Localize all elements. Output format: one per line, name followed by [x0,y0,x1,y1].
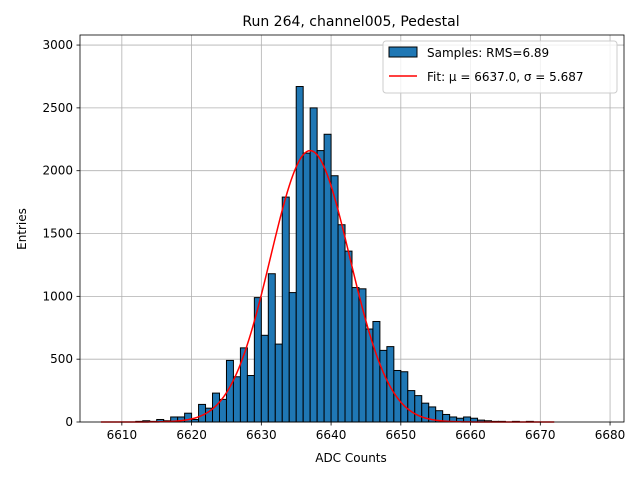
histogram-bar [288,292,297,423]
histogram-bar [344,250,353,423]
y-tick-label: 0 [65,415,73,429]
histogram-bar [232,376,241,423]
y-axis-label: Entries [15,208,29,250]
x-tick-label: 6650 [386,428,417,442]
grid [80,35,624,423]
y-tick-label: 2000 [42,164,73,178]
chart-title: Run 264, channel005, Pedestal [242,14,459,30]
histogram-bar [330,175,339,423]
legend-box [382,40,618,94]
histogram-bar [372,320,381,423]
histogram-bar [414,395,423,423]
x-tick-label: 6610 [107,428,138,442]
x-tick-label: 6640 [316,428,347,442]
y-tick-label: 1000 [42,289,73,303]
histogram-bar [386,346,395,423]
histogram-bar [351,287,360,423]
x-axis-ticks: 6610 6620 6630 6640 6650 6660 6670 6680 [107,422,626,442]
histogram-bar [198,403,207,423]
histogram-bar [260,334,269,423]
plot-frame [79,34,625,423]
histogram-bar [281,196,290,423]
x-tick-label: 6660 [455,428,486,442]
legend-swatch-samples [388,46,418,58]
histogram-bar [302,152,311,423]
histogram-bar [337,224,346,423]
x-axis-label: ADC Counts [315,451,387,465]
x-tick-label: 6630 [246,428,277,442]
histogram-bar [316,150,325,423]
histogram-bar [267,273,276,423]
histogram-bars [135,86,534,423]
y-tick-label: 1500 [42,227,73,241]
histogram-bar [295,86,304,423]
legend-label-fit: Fit: μ = 6637.0, σ = 5.687 [427,70,584,84]
histogram-bar [274,343,283,423]
histogram-bar [400,371,409,423]
x-tick-label: 6670 [525,428,556,442]
histogram-bar [246,375,255,423]
y-tick-label: 500 [50,352,73,366]
histogram-bar [218,398,227,423]
histogram-bar [309,107,318,423]
histogram-bar [393,369,402,423]
histogram-bar [379,349,388,423]
x-tick-label: 6620 [176,428,207,442]
x-tick-label: 6680 [595,428,626,442]
histogram-bar [239,347,248,423]
legend: Samples: RMS=6.89 Fit: μ = 6637.0, σ = 5… [382,40,618,94]
y-tick-label: 3000 [42,38,73,52]
legend-label-samples: Samples: RMS=6.89 [427,46,549,60]
y-axis-ticks: 0 500 1000 1500 2000 2500 3000 [42,38,80,429]
y-tick-label: 2500 [42,101,73,115]
histogram-bar [407,390,416,423]
